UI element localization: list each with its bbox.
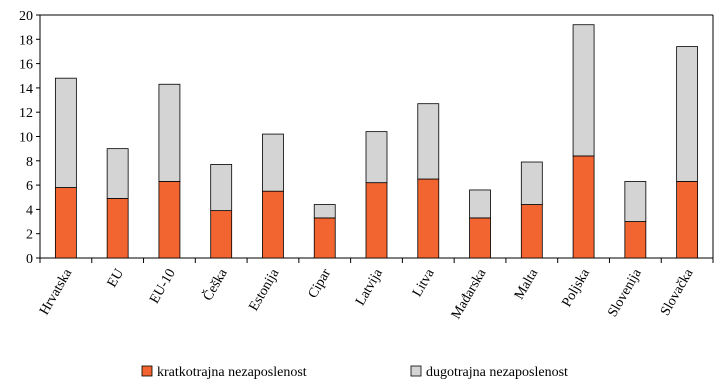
bar-dugotrajna (54, 77, 77, 188)
bar-kratkotrajna (210, 210, 233, 259)
bar-dugotrajna (624, 181, 647, 222)
x-tick-label: Cipar (306, 266, 335, 301)
bar-kratkotrajna (54, 187, 77, 259)
x-tick-label: Mađarska (449, 266, 490, 322)
bar-kratkotrajna (676, 181, 699, 259)
y-tick-label: 4 (26, 203, 33, 218)
x-tick-label: Poljska (559, 266, 593, 310)
bar-kratkotrajna (417, 178, 440, 259)
bar-dugotrajna (676, 46, 699, 182)
x-tick-label: EU (105, 267, 127, 291)
bar-dugotrajna (520, 161, 543, 205)
x-tick-label: EU-10 (147, 267, 179, 307)
y-tick-label: 2 (26, 228, 33, 243)
y-tick-label: 6 (26, 179, 33, 194)
bar-dugotrajna (417, 103, 440, 180)
bar-dugotrajna (572, 24, 595, 157)
bar-kratkotrajna (262, 190, 284, 259)
bar-kratkotrajna (469, 217, 491, 259)
legend: kratkotrajna nezaposlenost dugotrajna nez… (141, 365, 568, 380)
y-tick-label: 12 (19, 106, 33, 121)
bar-dugotrajna (365, 131, 388, 184)
legend-swatch (141, 365, 153, 377)
y-tick-label: 20 (19, 9, 33, 24)
y-tick-label: 0 (26, 252, 33, 267)
legend-swatch (410, 365, 422, 377)
x-tick-label: Litva (410, 266, 438, 300)
y-tick-label: 16 (19, 58, 33, 73)
bar-kratkotrajna (313, 217, 336, 259)
bar-kratkotrajna (624, 221, 647, 259)
y-tick-label: 14 (19, 82, 33, 97)
bar-dugotrajna (469, 189, 491, 219)
legend-label: kratkotrajna nezaposlenost (157, 365, 307, 380)
bar-kratkotrajna (365, 182, 388, 259)
x-tick-label: Slovačka (658, 266, 697, 319)
y-tick-label: 8 (26, 155, 33, 170)
bar-kratkotrajna (572, 155, 595, 259)
plot-area: 0 2 4 6 8 10 12 14 16 18 20 Hrvatska EU EU-10 Češka Est… (19, 9, 714, 322)
bar-dugotrajna (313, 204, 336, 219)
x-tick-label: Slovenija (605, 266, 645, 320)
bar-dugotrajna (262, 133, 284, 192)
bar-dugotrajna (158, 83, 181, 182)
x-tick-label: Latvija (353, 266, 386, 309)
bar-kratkotrajna (158, 181, 181, 259)
bar-kratkotrajna (106, 198, 129, 259)
legend-label: dugotrajna nezaposlenost (426, 365, 568, 380)
y-tick-label: 18 (19, 33, 33, 48)
y-tick-label: 10 (19, 131, 33, 146)
bar-dugotrajna (106, 148, 129, 199)
bar-kratkotrajna (520, 204, 543, 259)
x-tick-label: Estonija (246, 266, 282, 314)
x-tick-label: Hrvatska (37, 266, 76, 318)
x-tick-label: Malta (512, 266, 542, 302)
x-tick-label: Češka (199, 265, 231, 304)
bar-dugotrajna (210, 164, 233, 212)
